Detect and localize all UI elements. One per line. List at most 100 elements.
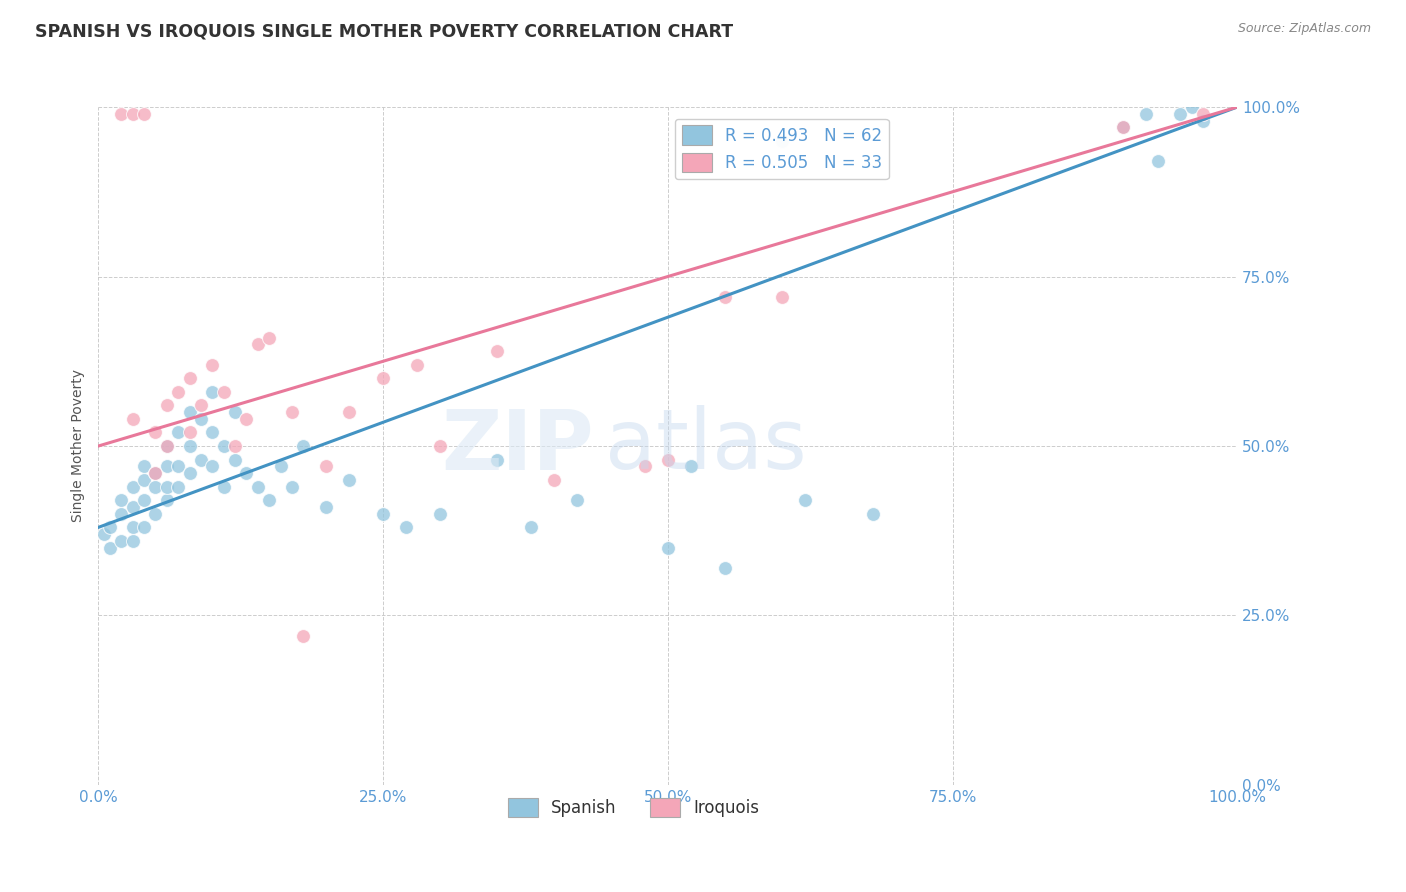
Point [395, 520, 418, 534]
Point [270, 459, 292, 474]
Point [145, 507, 167, 521]
Point [145, 480, 167, 494]
Point [429, 507, 451, 521]
Point [486, 452, 509, 467]
Point [337, 405, 360, 419]
Point [190, 398, 212, 412]
Point [246, 337, 269, 351]
Point [281, 480, 304, 494]
Point [167, 480, 190, 494]
Point [201, 425, 224, 440]
Point [110, 493, 132, 508]
Point [406, 358, 429, 372]
Point [156, 439, 179, 453]
Point [1181, 100, 1204, 114]
Y-axis label: Single Mother Poverty: Single Mother Poverty [70, 369, 84, 523]
Point [156, 459, 179, 474]
Point [201, 384, 224, 399]
Point [793, 493, 815, 508]
Text: Source: ZipAtlas.com: Source: ZipAtlas.com [1237, 22, 1371, 36]
Point [156, 439, 179, 453]
Point [110, 107, 132, 121]
Point [486, 344, 509, 359]
Point [212, 480, 235, 494]
Point [179, 439, 201, 453]
Point [179, 466, 201, 480]
Point [121, 520, 143, 534]
Point [121, 107, 143, 121]
Point [121, 412, 143, 426]
Point [770, 134, 793, 148]
Point [371, 371, 394, 385]
Point [224, 405, 246, 419]
Point [657, 541, 679, 555]
Point [1135, 107, 1157, 121]
Point [156, 493, 179, 508]
Point [292, 439, 315, 453]
Point [179, 371, 201, 385]
Point [1112, 120, 1135, 135]
Point [145, 425, 167, 440]
Point [132, 493, 155, 508]
Point [145, 466, 167, 480]
Point [98, 520, 121, 534]
Point [132, 473, 155, 487]
Point [179, 425, 201, 440]
Point [235, 412, 257, 426]
Point [292, 629, 315, 643]
Point [121, 480, 143, 494]
Text: atlas: atlas [605, 406, 807, 486]
Point [167, 459, 190, 474]
Point [429, 439, 451, 453]
Point [121, 500, 143, 514]
Point [259, 493, 281, 508]
Point [371, 507, 394, 521]
Point [190, 452, 212, 467]
Point [1146, 154, 1168, 169]
Point [93, 527, 115, 541]
Point [156, 480, 179, 494]
Point [337, 473, 360, 487]
Point [132, 459, 155, 474]
Point [132, 107, 155, 121]
Point [224, 439, 246, 453]
Point [1192, 107, 1215, 121]
Point [190, 412, 212, 426]
Point [121, 533, 143, 548]
Point [1170, 107, 1192, 121]
Point [201, 459, 224, 474]
Point [862, 507, 884, 521]
Point [1112, 120, 1135, 135]
Point [110, 507, 132, 521]
Point [657, 452, 679, 467]
Text: SPANISH VS IROQUOIS SINGLE MOTHER POVERTY CORRELATION CHART: SPANISH VS IROQUOIS SINGLE MOTHER POVERT… [35, 22, 734, 40]
Point [543, 473, 565, 487]
Point [714, 290, 737, 304]
Point [212, 439, 235, 453]
Point [110, 533, 132, 548]
Point [259, 330, 281, 344]
Point [179, 405, 201, 419]
Point [1192, 113, 1215, 128]
Point [212, 384, 235, 399]
Point [679, 459, 702, 474]
Point [167, 384, 190, 399]
Point [520, 520, 543, 534]
Point [224, 452, 246, 467]
Point [201, 358, 224, 372]
Point [565, 493, 588, 508]
Point [132, 520, 155, 534]
Point [156, 398, 179, 412]
Point [235, 466, 257, 480]
Point [315, 459, 337, 474]
Point [714, 561, 737, 575]
Text: ZIP: ZIP [441, 406, 593, 486]
Point [145, 466, 167, 480]
Point [634, 459, 657, 474]
Point [315, 500, 337, 514]
Point [281, 405, 304, 419]
Point [98, 541, 121, 555]
Point [167, 425, 190, 440]
Legend: Spanish, Iroquois: Spanish, Iroquois [502, 791, 766, 824]
Point [246, 480, 269, 494]
